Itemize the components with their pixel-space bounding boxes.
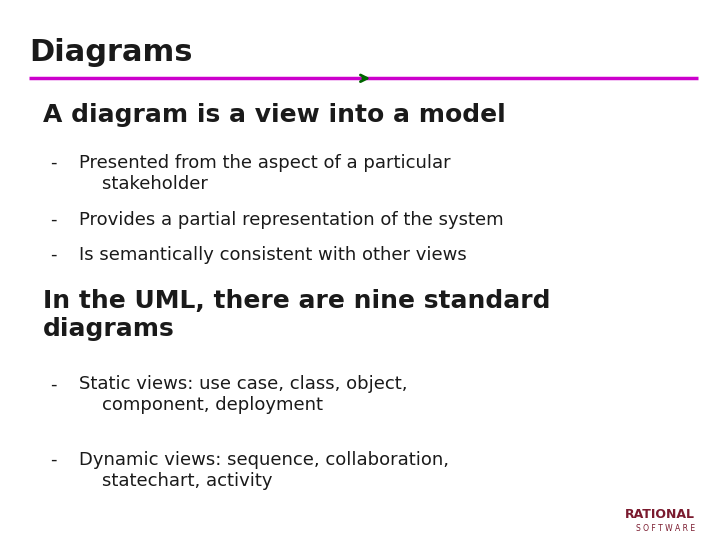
Text: Diagrams: Diagrams <box>29 38 192 67</box>
Text: -: - <box>50 211 57 228</box>
Text: Presented from the aspect of a particular
    stakeholder: Presented from the aspect of a particula… <box>79 154 451 193</box>
Text: A diagram is a view into a model: A diagram is a view into a model <box>43 103 506 126</box>
Text: Dynamic views: sequence, collaboration,
    statechart, activity: Dynamic views: sequence, collaboration, … <box>79 451 449 490</box>
Text: -: - <box>50 246 57 264</box>
Text: Static views: use case, class, object,
    component, deployment: Static views: use case, class, object, c… <box>79 375 408 414</box>
Text: Is semantically consistent with other views: Is semantically consistent with other vi… <box>79 246 467 264</box>
Text: Provides a partial representation of the system: Provides a partial representation of the… <box>79 211 504 228</box>
Text: RATIONAL: RATIONAL <box>625 508 695 521</box>
Text: -: - <box>50 375 57 393</box>
Text: In the UML, there are nine standard
diagrams: In the UML, there are nine standard diag… <box>43 289 551 341</box>
Text: -: - <box>50 451 57 469</box>
Text: S O F T W A R E: S O F T W A R E <box>636 524 695 533</box>
Text: -: - <box>50 154 57 172</box>
